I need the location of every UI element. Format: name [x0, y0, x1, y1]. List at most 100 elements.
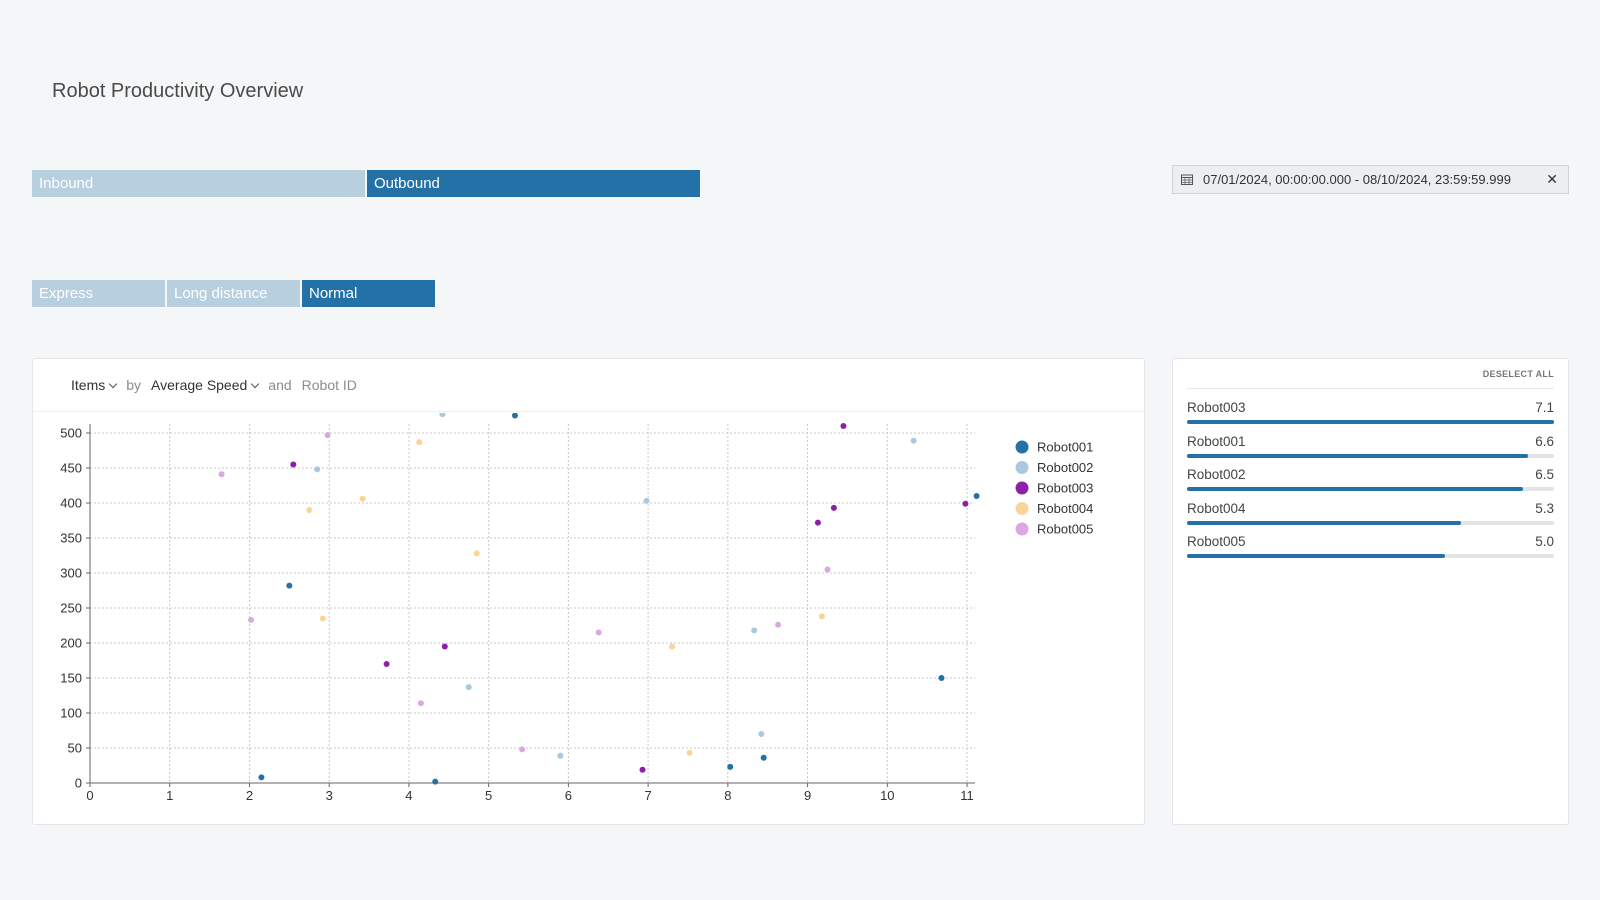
filter-inbound-button[interactable]: Inbound	[32, 170, 365, 197]
robot-value-bar-fill	[1187, 554, 1446, 558]
data-point	[760, 754, 767, 761]
robot-name: Robot002	[1187, 467, 1246, 482]
robot-value-bar	[1187, 487, 1554, 491]
robot-name: Robot004	[1187, 500, 1246, 516]
robot-value-bar	[1187, 453, 1554, 458]
robot-value-bar-fill	[1187, 487, 1523, 491]
y-tick-label: 450	[60, 461, 82, 476]
data-point	[258, 774, 265, 781]
legend-label[interactable]: Robot004	[1037, 501, 1093, 516]
legend-label[interactable]: Robot002	[1037, 460, 1093, 475]
data-point	[938, 675, 945, 681]
data-point	[643, 497, 650, 504]
y-tick-label: 250	[60, 601, 82, 616]
dimension-dropdown[interactable]: Average Speed	[151, 377, 260, 393]
robot-ranking-item[interactable]: Robot002 6.5	[1187, 456, 1554, 491]
data-point	[218, 471, 225, 478]
data-point	[818, 613, 825, 620]
robot-value: 7.1	[1535, 400, 1554, 415]
data-point	[511, 413, 518, 419]
scatter-chart-card: Items by Average Speed and Robot ID 0 1 2 3…	[32, 358, 1145, 825]
data-point	[639, 766, 646, 773]
data-point	[910, 437, 917, 444]
scatter-plot: 0 1 2 3 4 5 6 7 8 9 10 11 0 50 100 150 200 250 300 350 400 45…	[60, 413, 1093, 803]
robot-value-bar	[1187, 420, 1554, 424]
data-point	[840, 423, 847, 429]
data-point	[314, 466, 321, 473]
data-point	[248, 616, 255, 623]
robot-value-bar	[1187, 554, 1554, 558]
robot-ranking-item[interactable]: Robot001 6.6	[1187, 423, 1554, 458]
close-icon[interactable]: ✕	[1546, 171, 1558, 187]
data-point	[595, 629, 602, 636]
deselect-all-button[interactable]: DESELECT ALL	[1482, 368, 1554, 379]
by-label: by	[126, 377, 142, 393]
page-title: Robot Productivity Overview	[52, 80, 304, 102]
calendar-icon	[1181, 174, 1193, 185]
legend-marker[interactable]	[1015, 481, 1029, 495]
date-range-picker[interactable]: 07/01/2024, 00:00:00.000 - 08/10/2024, 2…	[1172, 165, 1569, 194]
robot-value-bar	[1187, 520, 1554, 525]
data-point	[416, 439, 423, 446]
x-tick-label: 1	[166, 788, 173, 803]
legend-label[interactable]: Robot005	[1037, 522, 1093, 537]
legend-marker[interactable]	[1015, 502, 1029, 515]
filter-normal-button[interactable]: Normal	[302, 280, 435, 307]
legend-marker[interactable]	[1015, 461, 1029, 474]
group-label[interactable]: Robot ID	[301, 377, 357, 393]
data-point	[417, 700, 424, 707]
y-tick-label: 150	[60, 671, 82, 686]
legend-marker[interactable]	[1015, 522, 1029, 536]
x-tick-label: 9	[804, 788, 811, 803]
robot-ranking-item[interactable]: Robot005 5.0	[1187, 523, 1554, 558]
filter-express-button[interactable]: Express	[32, 280, 165, 307]
data-point	[306, 507, 313, 513]
robot-name: Robot001	[1187, 433, 1246, 449]
filter-long-distance-button[interactable]: Long distance	[167, 280, 300, 307]
data-point	[441, 643, 448, 650]
y-tick-label: 500	[60, 426, 82, 441]
measure-dropdown-label: Items	[71, 377, 106, 393]
robot-value: 5.0	[1535, 534, 1554, 549]
y-tick-label: 200	[60, 636, 82, 651]
data-point	[669, 643, 676, 650]
and-label: and	[268, 377, 292, 393]
shipment-type-filter: Express Long distance Normal	[32, 280, 435, 307]
data-point	[686, 749, 693, 756]
data-point	[383, 661, 390, 667]
legend-marker[interactable]	[1015, 440, 1029, 454]
data-point	[290, 461, 297, 468]
data-point	[758, 731, 765, 737]
legend-label[interactable]: Robot001	[1037, 440, 1093, 455]
chevron-down-icon	[251, 379, 260, 388]
data-point	[814, 519, 821, 526]
filter-outbound-button[interactable]: Outbound	[367, 170, 700, 197]
data-point	[439, 413, 446, 418]
x-tick-label: 7	[644, 788, 651, 803]
data-point	[319, 615, 326, 622]
y-tick-label: 300	[60, 566, 82, 581]
robot-ranking-item[interactable]: Robot003 7.1	[1187, 389, 1554, 424]
data-point	[286, 582, 293, 589]
robot-value: 6.6	[1535, 433, 1554, 449]
robot-ranking-item[interactable]: Robot004 5.3	[1187, 490, 1554, 525]
data-point	[824, 566, 831, 573]
y-tick-label: 100	[60, 706, 82, 721]
legend-label[interactable]: Robot003	[1037, 481, 1093, 496]
robot-name: Robot005	[1187, 534, 1246, 549]
data-point	[519, 746, 526, 753]
data-point	[473, 550, 480, 557]
data-point	[973, 493, 980, 499]
chart-controls: Items by Average Speed and Robot ID	[33, 359, 1144, 412]
x-tick-label: 0	[86, 788, 93, 803]
data-point	[775, 621, 782, 628]
data-point	[727, 763, 734, 770]
data-point	[465, 684, 472, 691]
robot-ranking-list: Robot003 7.1 Robot001 6.6 Robot002 6.5 Robot00…	[1173, 389, 1568, 558]
measure-dropdown[interactable]: Items	[71, 377, 118, 393]
x-tick-label: 4	[405, 788, 412, 803]
data-point	[962, 500, 969, 507]
robot-value: 5.3	[1535, 500, 1554, 516]
data-point	[830, 504, 837, 511]
robot-value-bar-fill	[1187, 453, 1529, 458]
